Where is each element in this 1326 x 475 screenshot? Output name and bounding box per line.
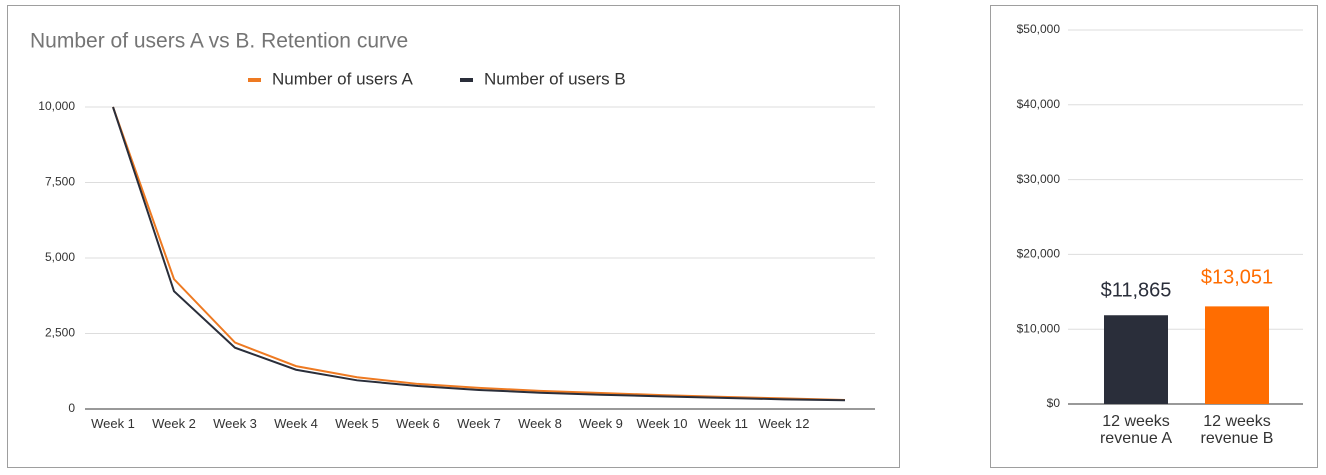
value-label: $11,865 — [1101, 280, 1172, 302]
series-line — [112, 106, 846, 402]
x-tick-label: Week 4 — [274, 416, 318, 431]
chart-title: Number of users A vs B. Retention curve — [30, 30, 408, 53]
x-tick-label: Week 6 — [396, 416, 440, 431]
legend-label: Number of users B — [484, 69, 626, 88]
y-tick-label: 0 — [68, 401, 75, 415]
bar — [1205, 306, 1269, 404]
y-tick-label: $50,000 — [1017, 22, 1061, 36]
x-tick-label: 12 weeks revenue A — [1099, 413, 1173, 447]
y-tick-label: $20,000 — [1017, 247, 1061, 261]
value-label: $13,051 — [1201, 267, 1273, 289]
bar — [1104, 315, 1168, 404]
series-line — [112, 106, 846, 401]
x-tick-label: Week 11 — [697, 416, 749, 431]
legend-label: Number of users A — [272, 69, 413, 88]
chart-frame — [7, 5, 900, 468]
y-tick-label: $0 — [1047, 396, 1061, 410]
x-tick-label: Week 10 — [636, 416, 688, 431]
x-tick-label: Week 7 — [457, 416, 501, 431]
y-tick-label: 7,500 — [45, 175, 75, 189]
chart-frame — [990, 5, 1318, 468]
x-tick-label: Week 12 — [758, 416, 810, 431]
y-tick-label: $30,000 — [1017, 172, 1061, 186]
x-tick-label: Week 5 — [335, 416, 379, 431]
x-tick-label: Week 1 — [91, 416, 135, 431]
y-tick-label: $10,000 — [1017, 321, 1061, 335]
x-tick-label: 12 weeks revenue B — [1200, 413, 1274, 447]
x-tick-label: Week 9 — [579, 416, 623, 431]
y-tick-label: 2,500 — [45, 326, 75, 340]
legend-swatch — [248, 78, 261, 82]
legend-swatch — [460, 78, 473, 82]
x-tick-label: Week 8 — [518, 416, 562, 431]
x-tick-label: Week 2 — [152, 416, 196, 431]
y-tick-label: 10,000 — [38, 99, 75, 113]
y-tick-label: 5,000 — [45, 250, 75, 264]
x-tick-label: Week 3 — [213, 416, 257, 431]
y-tick-label: $40,000 — [1017, 97, 1061, 111]
